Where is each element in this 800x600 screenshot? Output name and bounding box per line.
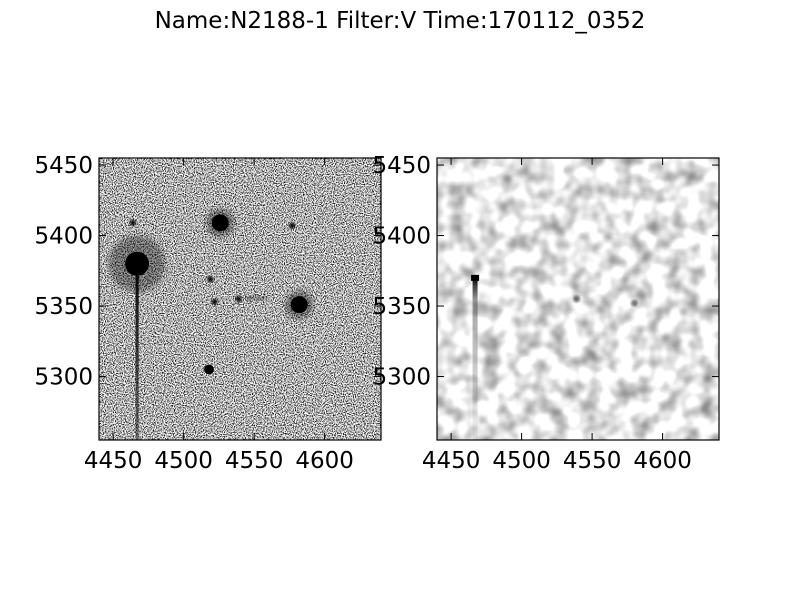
diffuse-streak xyxy=(244,295,269,301)
star xyxy=(211,298,218,305)
y-tick-label: 5300 xyxy=(34,365,93,391)
y-tick-label: 5350 xyxy=(34,294,93,320)
star xyxy=(573,295,580,303)
image-content xyxy=(108,208,314,440)
x-tick-label: 4600 xyxy=(295,448,354,474)
y-tick-label: 5300 xyxy=(372,365,431,391)
image-panel-right: 4450 4500 4550 4600 5300 5350 5400 5450 xyxy=(372,153,720,474)
axes-frame xyxy=(436,157,720,441)
figure-title: Name:N2188-1 Filter:V Time:170112_0352 xyxy=(154,8,646,34)
x-tick-label: 4600 xyxy=(633,448,692,474)
x-tick-label: 4550 xyxy=(225,448,284,474)
x-tick-label: 4500 xyxy=(492,448,551,474)
x-tick-label: 4500 xyxy=(154,448,213,474)
image-content xyxy=(471,274,638,440)
star xyxy=(125,251,150,276)
saturation-trail xyxy=(135,263,139,440)
star xyxy=(289,222,296,229)
star xyxy=(129,219,136,226)
x-tick-label: 4550 xyxy=(563,448,622,474)
x-tick-label: 4450 xyxy=(84,448,143,474)
y-tick-label: 5400 xyxy=(34,224,93,250)
star xyxy=(211,214,229,232)
residual-core xyxy=(471,274,480,281)
y-tick-label: 5350 xyxy=(372,294,431,320)
star xyxy=(631,299,638,307)
y-tick-label: 5400 xyxy=(372,224,431,250)
star xyxy=(290,296,308,314)
axes-frame xyxy=(98,157,382,441)
y-tick-label: 5450 xyxy=(34,153,93,179)
star xyxy=(207,276,214,283)
residual-trail xyxy=(472,277,478,440)
y-tick-label: 5450 xyxy=(372,153,431,179)
star xyxy=(235,295,242,303)
star xyxy=(204,364,214,375)
image-panel-left: 4450 4500 4550 4600 5300 5350 5400 5450 xyxy=(34,153,382,474)
x-tick-label: 4450 xyxy=(422,448,481,474)
